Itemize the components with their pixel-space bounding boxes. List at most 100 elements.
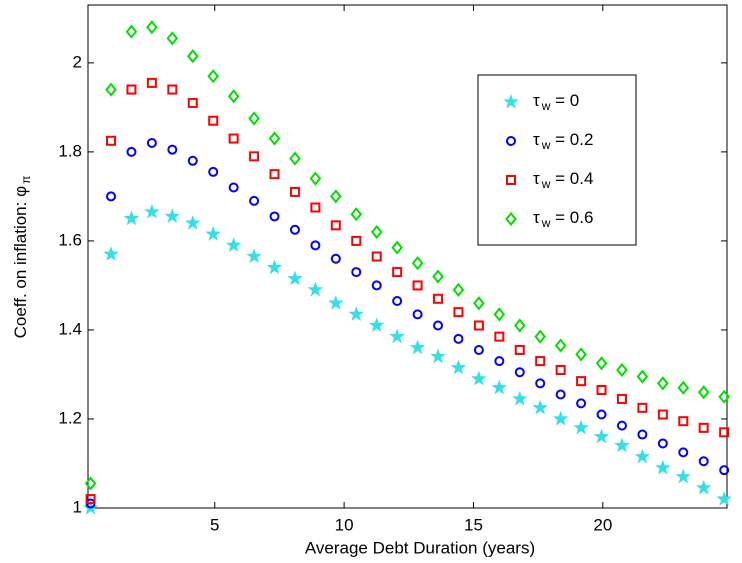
point <box>636 369 649 384</box>
point <box>555 389 566 400</box>
point <box>146 20 158 35</box>
x-tick-label: 5 <box>210 515 219 534</box>
point <box>552 410 569 426</box>
legend-marker <box>503 93 519 109</box>
point <box>473 344 484 355</box>
point <box>494 331 505 342</box>
point <box>554 338 567 353</box>
point <box>186 49 199 64</box>
point <box>450 359 467 375</box>
y-tick-label: 2 <box>73 52 82 71</box>
point <box>310 202 321 213</box>
point <box>391 240 403 255</box>
point <box>371 280 382 291</box>
point <box>471 370 487 386</box>
point <box>494 356 505 367</box>
x-tick-label: 15 <box>464 515 483 534</box>
point <box>126 146 137 157</box>
point <box>657 409 668 420</box>
point <box>491 379 508 395</box>
point <box>208 115 219 126</box>
point <box>371 251 382 262</box>
point <box>453 333 464 344</box>
point <box>409 339 426 355</box>
point <box>126 84 137 95</box>
point <box>452 282 465 297</box>
point <box>654 459 671 475</box>
point <box>535 356 546 367</box>
point <box>187 97 198 108</box>
point <box>614 437 630 453</box>
point <box>268 131 281 146</box>
point <box>430 348 446 364</box>
legend-marker <box>505 211 517 227</box>
point <box>269 211 280 222</box>
point <box>514 344 525 355</box>
point <box>596 385 607 396</box>
point <box>412 309 423 320</box>
point <box>266 259 283 275</box>
point <box>514 367 525 378</box>
point <box>269 169 280 180</box>
point <box>433 293 444 304</box>
point <box>106 191 117 202</box>
point <box>289 224 300 235</box>
point <box>719 465 730 476</box>
y-tick-label: 1.2 <box>58 408 82 427</box>
legend-marker <box>506 175 516 185</box>
point <box>225 237 242 253</box>
legend-marker <box>506 136 516 146</box>
point <box>637 429 648 440</box>
point <box>433 320 444 331</box>
point <box>327 294 344 310</box>
point <box>392 296 403 307</box>
point <box>657 438 668 449</box>
point <box>575 347 587 362</box>
point <box>103 246 119 261</box>
point <box>166 31 179 46</box>
point <box>453 307 464 318</box>
point <box>695 479 712 495</box>
point <box>351 235 362 246</box>
point <box>105 82 117 97</box>
plot-area <box>87 4 728 509</box>
point <box>330 220 341 231</box>
point <box>432 269 444 284</box>
point <box>146 137 157 148</box>
point <box>534 329 547 344</box>
point <box>348 306 365 322</box>
point <box>389 328 406 344</box>
x-tick-label: 20 <box>593 515 612 534</box>
point <box>84 476 97 491</box>
point <box>576 398 587 409</box>
point <box>718 389 730 404</box>
point <box>697 385 710 400</box>
point <box>167 84 178 95</box>
point <box>330 189 342 204</box>
point <box>555 365 566 376</box>
point <box>146 77 157 88</box>
point <box>249 151 260 162</box>
point <box>184 214 201 230</box>
x-tick-label: 10 <box>335 515 354 534</box>
point <box>473 320 484 331</box>
point <box>125 24 138 39</box>
point <box>228 133 239 144</box>
point <box>249 195 260 206</box>
point <box>637 402 648 413</box>
point <box>351 267 362 278</box>
point <box>634 448 651 464</box>
point <box>289 186 300 197</box>
point <box>144 203 160 219</box>
point <box>227 89 240 104</box>
point <box>248 111 260 126</box>
point <box>164 208 181 224</box>
point <box>368 317 385 333</box>
point <box>532 399 549 415</box>
point <box>370 224 383 240</box>
